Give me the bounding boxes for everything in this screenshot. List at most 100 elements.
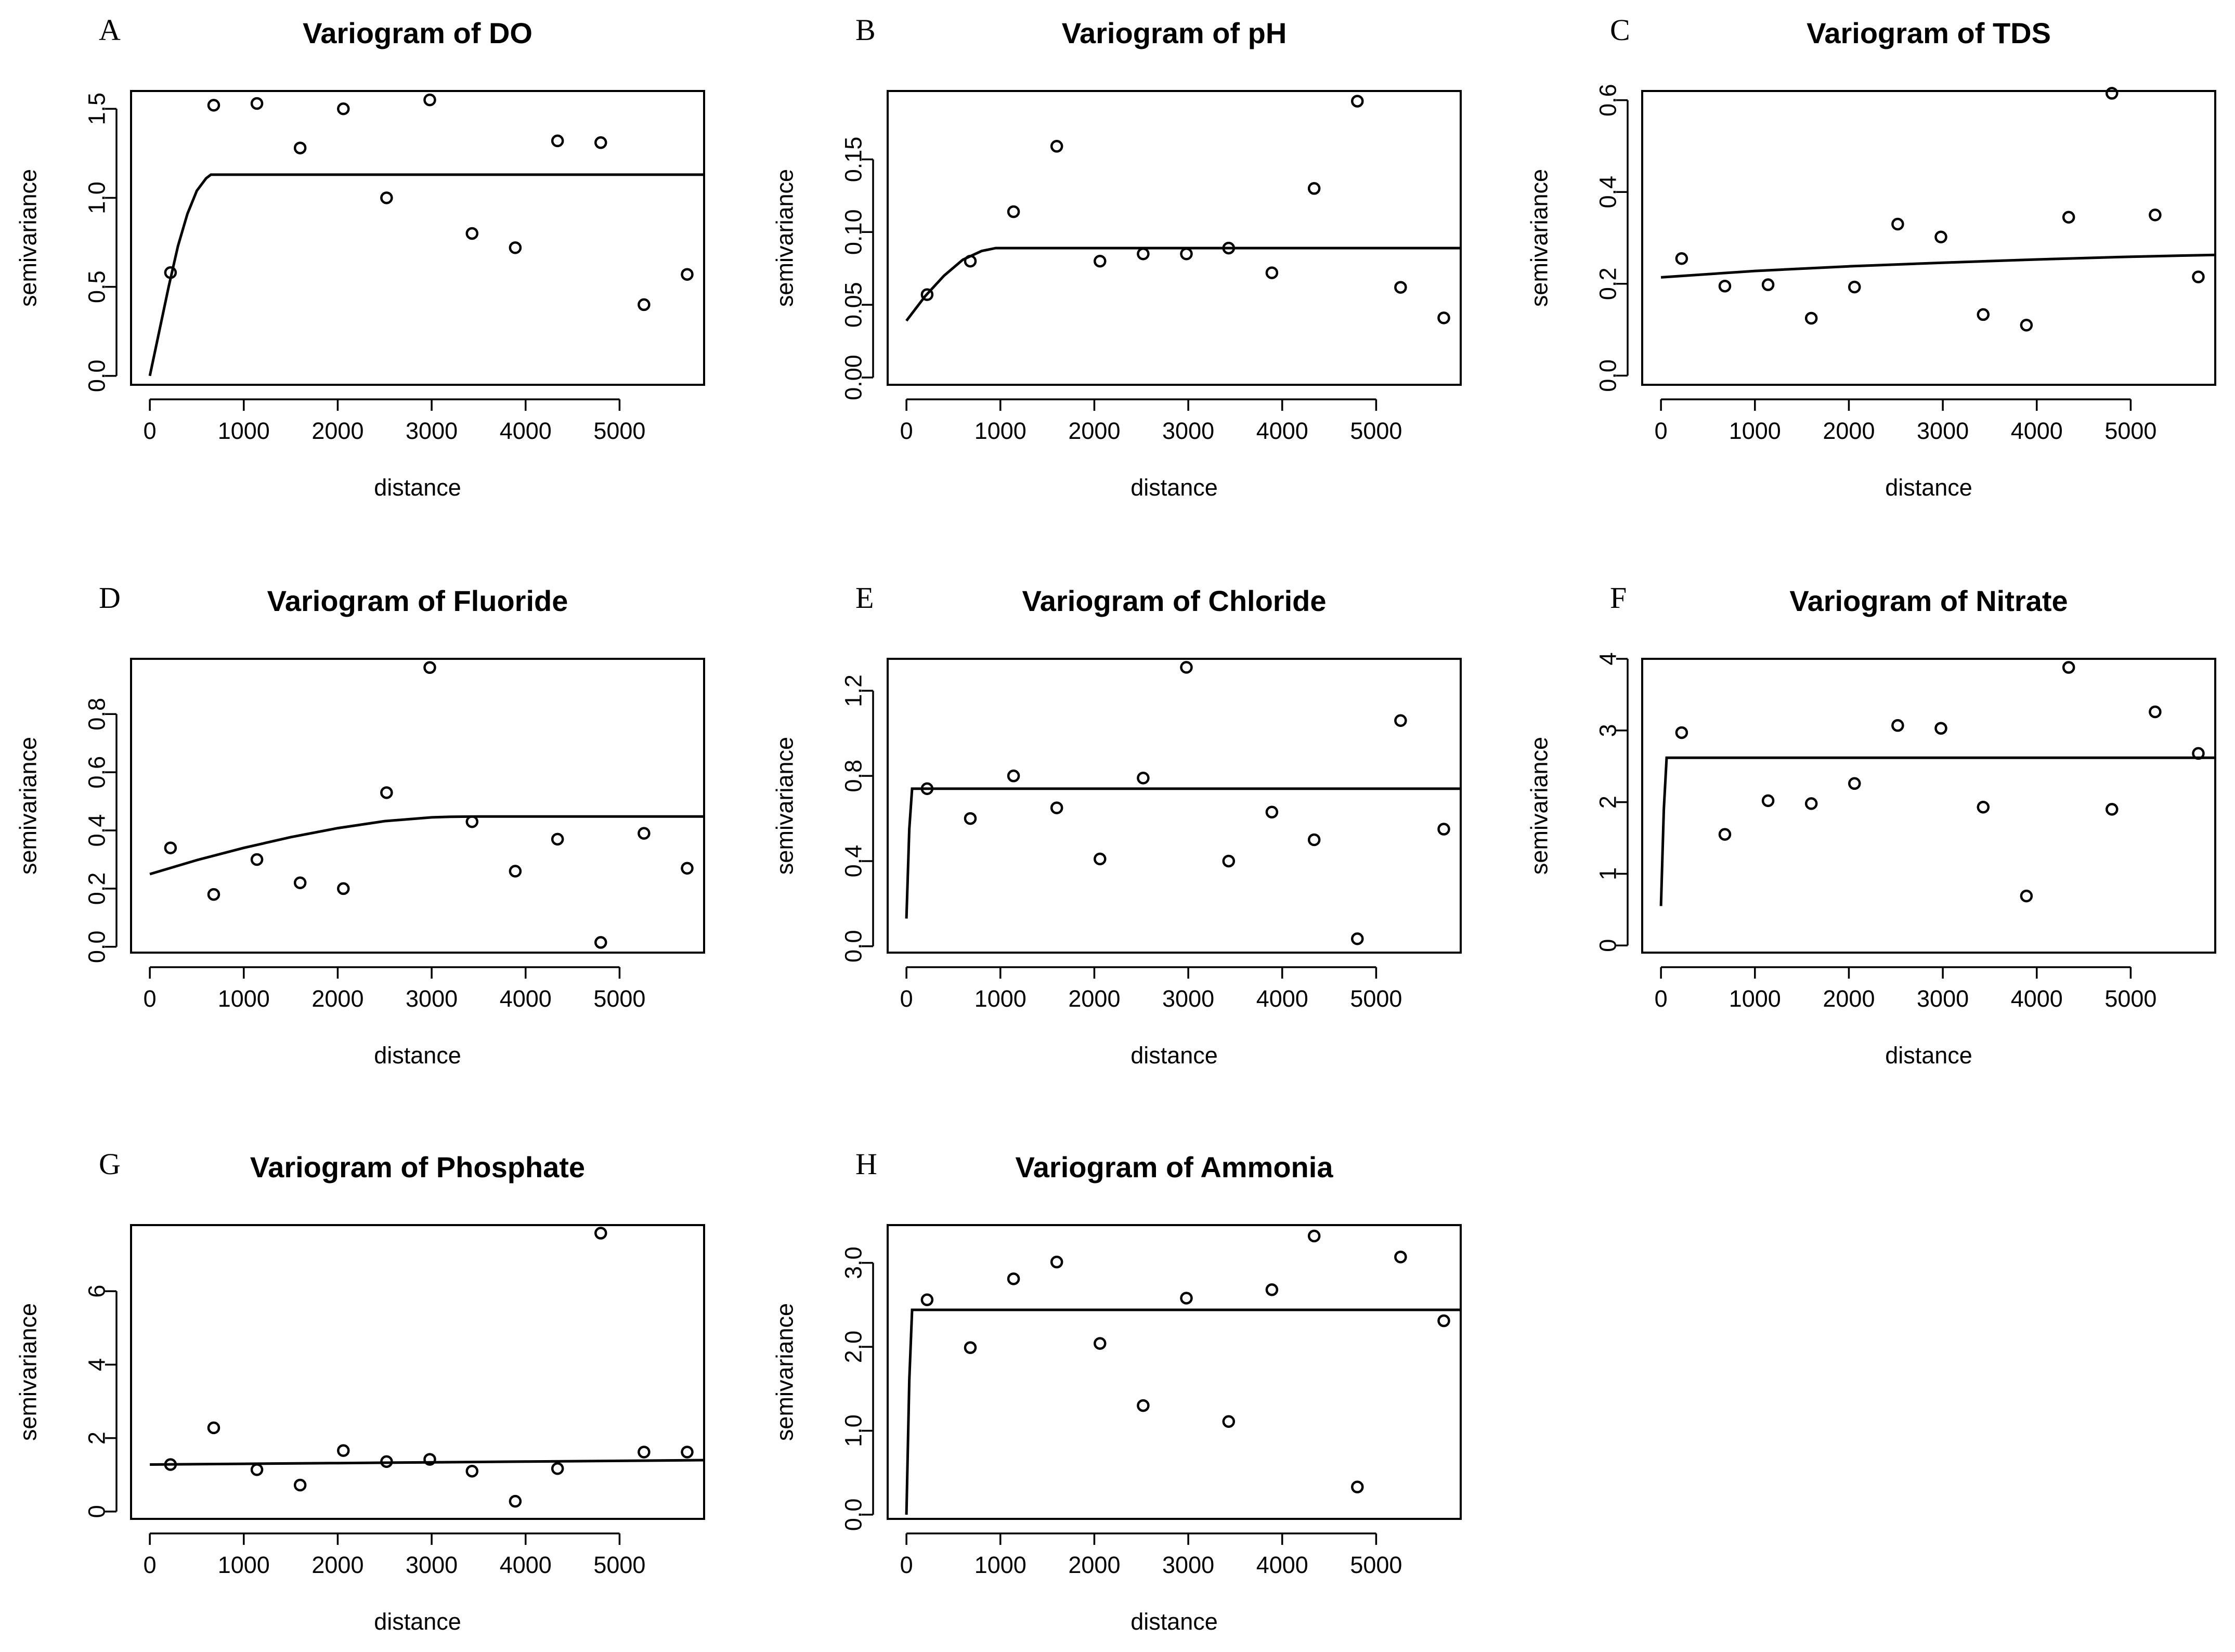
x-axis-label: distance <box>1885 1042 1972 1069</box>
data-point <box>1934 230 1947 243</box>
y-tick-label: 0.0 <box>1595 359 1621 392</box>
x-tick-label: 3000 <box>406 418 458 444</box>
data-point <box>1180 1292 1193 1305</box>
data-point <box>1394 714 1407 727</box>
data-point <box>509 1494 522 1508</box>
data-point <box>1137 248 1150 261</box>
data-point <box>293 141 307 154</box>
data-point <box>293 1478 307 1492</box>
data-point <box>1180 248 1193 261</box>
data-point <box>337 1444 350 1457</box>
panel-letter: B <box>855 13 876 47</box>
data-point <box>509 865 522 878</box>
data-point <box>2062 211 2075 224</box>
data-point <box>250 1463 264 1476</box>
x-axis-label: distance <box>374 1608 461 1635</box>
data-point <box>250 97 264 110</box>
data-point <box>423 661 436 674</box>
data-point <box>509 241 522 254</box>
y-tick-label: 0.8 <box>840 760 867 792</box>
y-axis-label: semivariance <box>1526 737 1553 875</box>
data-point <box>1437 311 1450 324</box>
data-point <box>207 99 220 112</box>
panel-e: E Variogram of Chloride 0 1000 2000 3000 4000 5… <box>772 581 1462 1069</box>
chart-title: Variogram of Ammonia <box>1016 1151 1334 1183</box>
y-tick-label: 6 <box>84 1285 110 1298</box>
chart-title: Variogram of Nitrate <box>1789 584 2068 617</box>
y-tick-label: 0.4 <box>840 845 867 878</box>
y-axis-label: semivariance <box>15 1303 42 1441</box>
y-tick-label: 0 <box>84 1505 110 1518</box>
panel-d: D Variogram of Fluoride 0 1000 2000 3000 4000 5… <box>15 581 705 1069</box>
x-tick-label: 4000 <box>1256 985 1308 1012</box>
y-tick-label: 0.4 <box>84 814 110 847</box>
data-point <box>2149 705 2162 719</box>
data-point <box>964 812 977 825</box>
data-point <box>465 227 479 240</box>
x-axis-label: distance <box>1131 1608 1218 1635</box>
data-point <box>1137 772 1150 785</box>
y-tick-label: 2.0 <box>840 1331 867 1363</box>
data-point <box>1891 217 1904 231</box>
data-point <box>380 191 393 204</box>
x-tick-label: 5000 <box>2104 418 2156 444</box>
data-point <box>1394 281 1407 294</box>
y-tick-label: 0.00 <box>840 355 867 400</box>
data-point <box>1007 205 1020 218</box>
chart-title: Variogram of Phosphate <box>250 1151 585 1183</box>
data-point <box>1891 719 1904 732</box>
chart-title: Variogram of Fluoride <box>267 584 568 617</box>
data-point <box>551 134 564 148</box>
data-point <box>1050 801 1063 814</box>
x-tick-label: 3000 <box>1162 985 1214 1012</box>
data-point <box>1307 833 1321 847</box>
y-axis-label: semivariance <box>772 737 798 875</box>
data-point <box>1094 255 1107 268</box>
data-point <box>638 827 651 840</box>
x-tick-label: 5000 <box>593 985 645 1012</box>
x-tick-label: 3000 <box>406 1552 458 1578</box>
data-point <box>1351 1480 1364 1493</box>
x-tick-label: 4000 <box>1256 418 1308 444</box>
x-tick-label: 1000 <box>218 1552 270 1578</box>
data-point <box>164 266 177 279</box>
data-point <box>423 1453 436 1466</box>
data-point <box>2106 803 2119 816</box>
y-tick-label: 0.6 <box>1595 84 1621 116</box>
y-tick-label: 0.0 <box>840 1499 867 1531</box>
variogram-model-line <box>150 1459 705 1466</box>
x-tick-label: 5000 <box>593 418 645 444</box>
chart-title: Variogram of DO <box>303 17 532 49</box>
data-point <box>1265 266 1279 279</box>
data-point <box>1351 932 1364 945</box>
data-point <box>337 882 350 895</box>
data-point <box>164 1458 177 1471</box>
data-point <box>1675 252 1688 265</box>
panel-letter: D <box>99 581 121 615</box>
x-tick-label: 4000 <box>500 985 552 1012</box>
y-tick-label: 2 <box>84 1432 110 1445</box>
data-point <box>2106 87 2119 100</box>
x-tick-label: 0 <box>1655 418 1668 444</box>
data-point <box>207 888 220 901</box>
x-tick-label: 0 <box>900 985 913 1012</box>
variogram-model-line <box>1659 756 2215 906</box>
data-point <box>1222 241 1236 255</box>
x-tick-label: 1000 <box>218 985 270 1012</box>
data-point <box>1977 308 1990 321</box>
y-axis-label: semivariance <box>772 1303 798 1441</box>
x-tick-label: 0 <box>144 418 157 444</box>
x-axis-label: distance <box>1131 474 1218 501</box>
y-tick-label: 0.05 <box>840 282 867 328</box>
data-point <box>1761 794 1775 808</box>
plot-frame <box>130 90 705 386</box>
data-point <box>1222 854 1236 868</box>
x-tick-label: 4000 <box>1256 1552 1308 1578</box>
data-point <box>1007 1272 1020 1285</box>
data-point <box>681 268 694 281</box>
panel-f: F Variogram of Nitrate 0 1000 2000 3000 4000 50… <box>1526 581 2216 1069</box>
data-point <box>920 782 934 795</box>
data-point <box>1761 278 1775 291</box>
panel-letter: H <box>855 1147 877 1181</box>
plot-frame <box>1641 658 2216 954</box>
